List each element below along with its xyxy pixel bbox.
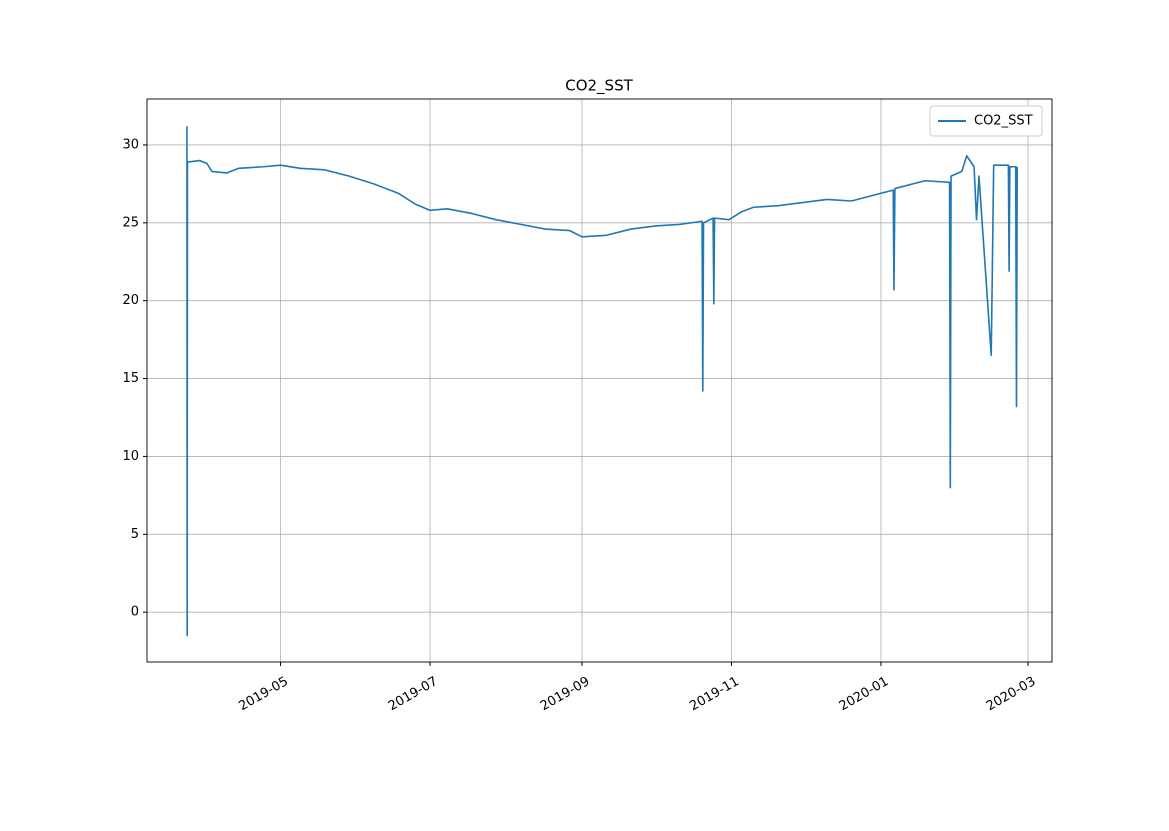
- y-tick-label: 10: [122, 449, 139, 464]
- y-tick-label: 25: [122, 215, 139, 230]
- x-tick-label: 2020-01: [837, 674, 892, 714]
- x-tick-label: 2019-11: [687, 674, 742, 714]
- data-line: [186, 126, 1018, 637]
- legend-label: CO2_SST: [974, 114, 1033, 129]
- y-tick-label: 20: [122, 293, 139, 308]
- y-tick-label: 30: [122, 137, 139, 152]
- y-tick-label: 0: [131, 605, 139, 620]
- y-tick-label: 15: [122, 371, 139, 386]
- y-tick-label: 5: [131, 527, 139, 542]
- plot-frame: [146, 98, 1053, 663]
- chart-title: CO2_SST: [565, 77, 633, 96]
- x-tick-label: 2019-09: [538, 674, 593, 714]
- x-tick-label: 2019-05: [236, 674, 291, 714]
- x-tick-label: 2019-07: [386, 674, 441, 714]
- x-tick-label: 2020-03: [984, 674, 1039, 714]
- legend-box: [929, 105, 1043, 137]
